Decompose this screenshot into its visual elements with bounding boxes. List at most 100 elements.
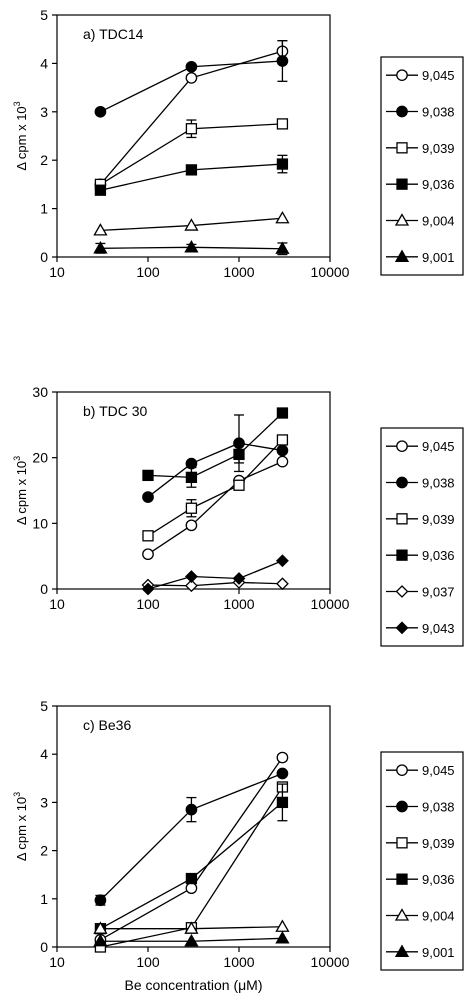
legend-1: 9,045 9,038 9,039 9,036 9,004 9,001 (380, 56, 464, 276)
data-point (184, 218, 199, 231)
data-point (142, 530, 154, 542)
legend-marker (396, 513, 408, 525)
legend-2: 9,045 9,038 9,039 9,036 9,037 9,043 (380, 427, 464, 647)
data-point (276, 767, 289, 780)
chart-panel-3: 0 1 2 3 4 5 10 100 1000 10000 Δ cpm x 103 Be concen… (12, 698, 350, 993)
x-tick-label: 100 (136, 954, 160, 970)
legend-item: 9,001 (386, 249, 455, 265)
legend-box (380, 56, 464, 276)
legend-label: 9,043 (422, 621, 455, 636)
data-point (275, 241, 290, 254)
legend-item: 9,038 (386, 800, 455, 815)
legend-item: 9,004 (386, 213, 455, 229)
legend-item: 9,039 (386, 836, 455, 851)
legend-label: 9,038 (422, 476, 455, 491)
legend-label: 9,001 (422, 250, 455, 265)
data-point (276, 796, 289, 809)
legend-marker (395, 585, 409, 598)
x-tick-label: 100 (136, 264, 160, 280)
legend-label: 9,036 (422, 872, 455, 887)
series-line (147, 461, 283, 555)
data-point (142, 548, 154, 561)
legend-item: 9,039 (386, 512, 455, 527)
legend-marker (396, 142, 408, 154)
legend-marker (396, 105, 408, 118)
legend-label: 9,038 (422, 105, 455, 120)
series-line (147, 581, 283, 587)
series-9,001 (93, 240, 290, 256)
y-tick-label: 0 (40, 939, 48, 955)
legend-item: 9,036 (386, 548, 455, 563)
legend-label: 9,045 (422, 439, 455, 454)
y-tick-label: 3 (40, 794, 48, 810)
legend-label: 9,045 (422, 763, 455, 778)
legend-item: 9,043 (386, 621, 455, 636)
data-point (185, 60, 198, 73)
y-tick-label: 2 (40, 843, 48, 859)
legend-box (380, 751, 464, 971)
legend-label: 9,004 (422, 909, 455, 924)
data-point (185, 471, 198, 484)
x-tick-label: 1000 (223, 954, 254, 970)
data-point (142, 491, 154, 503)
data-point (276, 751, 289, 764)
y-tick-label: 5 (40, 698, 48, 714)
y-axis-label-exponent: 3 (12, 101, 22, 106)
series-9,043 (141, 554, 289, 596)
legend-marker (394, 944, 410, 957)
y-tick-label: 4 (40, 746, 48, 762)
legend-label: 9,036 (422, 548, 455, 563)
data-point (141, 582, 155, 596)
legend-label: 9,036 (422, 177, 455, 192)
legend-marker (396, 800, 408, 813)
series-9,045 (142, 455, 289, 561)
x-tick-label: 10000 (311, 596, 350, 612)
legend-marker (394, 249, 410, 262)
series-line (147, 560, 283, 590)
legend-item: 9,036 (386, 872, 455, 887)
data-point (276, 118, 289, 130)
y-tick-label: 0 (40, 581, 48, 597)
legend-item: 9,001 (386, 944, 455, 960)
x-tick-label: 10 (49, 954, 65, 970)
series-9,001 (93, 931, 290, 947)
series-9,038 (94, 767, 289, 907)
legend-item: 9,038 (386, 105, 455, 120)
legend-label: 9,039 (422, 512, 455, 527)
series-9,039 (94, 118, 289, 191)
series-9,038 (94, 40, 289, 118)
legend-marker (394, 213, 410, 226)
legend-label: 9,001 (422, 945, 455, 960)
data-point (94, 184, 107, 196)
y-tick-label: 10 (32, 515, 48, 531)
data-point (93, 223, 108, 236)
data-point (185, 72, 198, 84)
legend-item: 9,004 (386, 908, 455, 924)
legend-marker (395, 621, 409, 635)
series-9,038 (142, 414, 289, 503)
y-tick-label: 1 (40, 201, 48, 217)
legend-label: 9,039 (422, 836, 455, 851)
data-point (185, 803, 198, 816)
data-point (275, 919, 290, 932)
legend-marker (396, 476, 408, 489)
y-tick-label: 30 (32, 384, 48, 400)
data-point (276, 407, 289, 419)
y-tick-label: 2 (40, 152, 48, 168)
legend-item: 9,037 (386, 585, 455, 600)
series-line (147, 439, 283, 537)
data-point (184, 579, 198, 593)
legend-item: 9,038 (386, 476, 455, 491)
legend-marker (396, 440, 408, 453)
legend-box (380, 427, 464, 647)
data-point (93, 240, 108, 254)
data-point (233, 448, 245, 461)
data-point (185, 519, 198, 532)
legend-marker (396, 837, 408, 849)
data-point (233, 479, 245, 491)
y-tick-label: 20 (32, 450, 48, 466)
series-line (147, 442, 283, 498)
y-axis-label: Δ cpm x 103 (12, 101, 29, 170)
legend-item: 9,045 (386, 439, 455, 454)
